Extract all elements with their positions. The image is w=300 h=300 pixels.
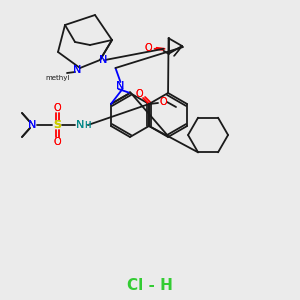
Text: O: O xyxy=(53,137,61,147)
Text: N: N xyxy=(116,81,125,91)
Text: O: O xyxy=(159,97,167,107)
Text: N: N xyxy=(116,81,125,91)
Text: N: N xyxy=(99,55,107,65)
Text: O: O xyxy=(53,137,61,147)
Text: O: O xyxy=(145,43,152,53)
Text: H: H xyxy=(84,122,90,130)
Text: N: N xyxy=(28,120,36,130)
Text: S: S xyxy=(53,120,61,130)
Text: O: O xyxy=(53,103,61,113)
Text: O: O xyxy=(53,103,61,113)
Text: N: N xyxy=(73,65,81,75)
Text: N: N xyxy=(28,120,36,130)
Text: N: N xyxy=(76,120,84,130)
Text: O: O xyxy=(135,89,143,99)
Text: N: N xyxy=(99,55,107,65)
Text: S: S xyxy=(53,120,61,130)
Text: N: N xyxy=(76,120,84,130)
Text: O: O xyxy=(145,43,152,53)
Text: methyl: methyl xyxy=(46,75,70,81)
Text: N: N xyxy=(73,65,81,75)
Text: Cl - H: Cl - H xyxy=(127,278,173,292)
Text: O: O xyxy=(135,89,143,99)
Text: O: O xyxy=(159,97,167,107)
Text: H: H xyxy=(84,122,90,130)
